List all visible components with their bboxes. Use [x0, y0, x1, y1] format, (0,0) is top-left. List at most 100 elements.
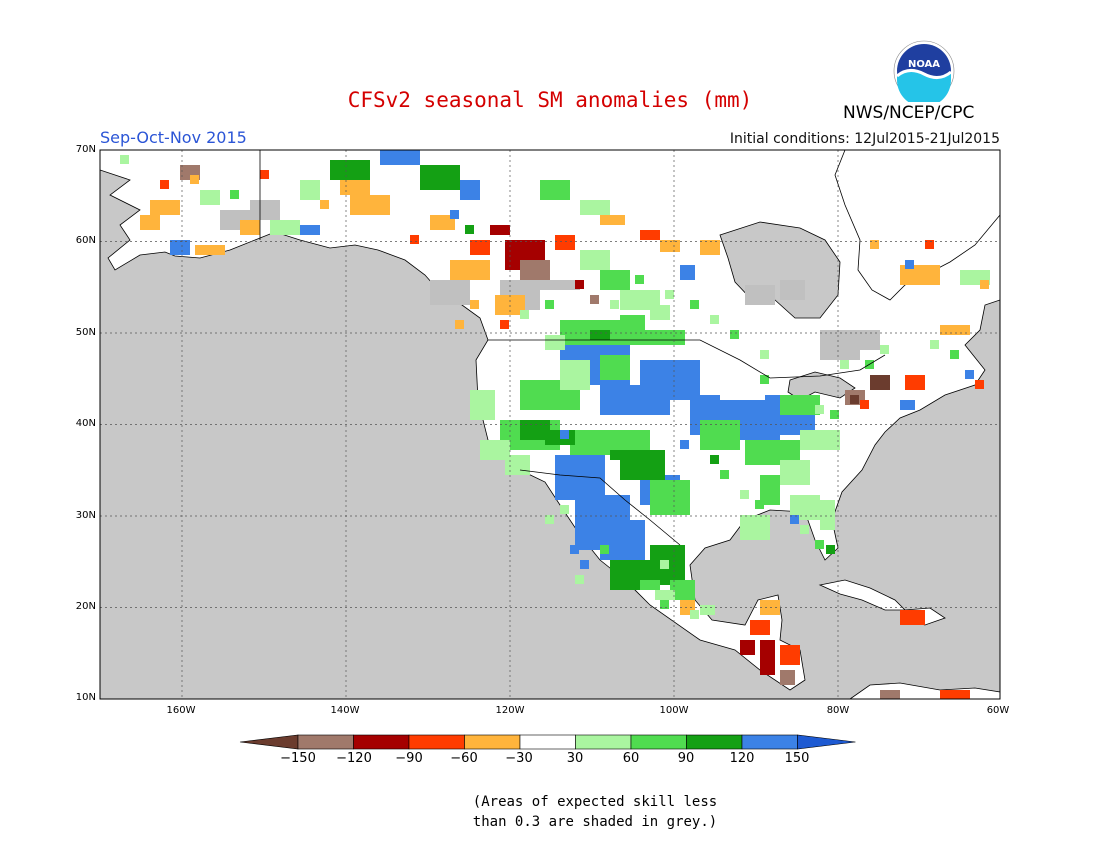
lat-label: 50N [75, 327, 96, 338]
lat-label: 60N [75, 235, 96, 246]
anomaly-cell [570, 545, 579, 554]
anomaly-cell [760, 350, 769, 359]
anomaly-cell [670, 580, 695, 600]
anomaly-cell [820, 500, 835, 530]
colorbar-swatch [353, 734, 410, 750]
anomaly-cell [710, 455, 719, 464]
anomaly-cell [900, 610, 925, 625]
colorbar-swatch [630, 734, 687, 750]
anomaly-cell [870, 240, 879, 249]
anomaly-cell [620, 450, 665, 480]
anomaly-cell [700, 420, 740, 450]
colorbar-swatch [575, 734, 632, 750]
anomaly-cell [420, 165, 460, 190]
anomaly-cell [820, 330, 860, 360]
lat-label: 20N [75, 601, 96, 612]
great-lakes [787, 371, 856, 401]
colorbar-label: 120 [729, 751, 755, 766]
skill-footnote-line: (Areas of expected skill less [472, 794, 718, 810]
colorbar [239, 734, 856, 750]
lat-label: 30N [75, 510, 96, 521]
colorbar-swatch [408, 734, 465, 750]
anomaly-cell [555, 235, 575, 250]
anomaly-cell [575, 280, 584, 289]
anomaly-cell [430, 280, 470, 305]
anomaly-cell [780, 395, 820, 415]
anomaly-cell [660, 240, 680, 252]
anomaly-cell [650, 480, 690, 515]
anomaly-cell [170, 240, 190, 255]
anomaly-cell [230, 190, 239, 199]
initial-conditions-label: Initial conditions: 12Jul2015-21Jul2015 [729, 131, 1000, 147]
anomaly-cell [870, 375, 890, 390]
map-title: CFSv2 seasonal SM anomalies (mm) [347, 88, 753, 112]
lon-label: 120W [495, 705, 525, 716]
lon-label: 140W [330, 705, 360, 716]
anomaly-cell [650, 305, 670, 320]
anomaly-cell [660, 600, 669, 609]
anomaly-cell [250, 200, 280, 220]
anomaly-cell [655, 590, 675, 600]
anomaly-cell [815, 540, 824, 549]
anomaly-cell [140, 215, 160, 230]
anomaly-cell [560, 430, 569, 439]
lat-label: 70N [75, 144, 96, 155]
anomaly-cell [905, 260, 914, 269]
anomaly-cell [560, 360, 590, 390]
anomaly-cell [720, 470, 729, 479]
anomaly-cell [880, 690, 900, 699]
colorbar-label: 30 [566, 751, 584, 766]
anomaly-cell [660, 560, 669, 569]
lon-label: 60W [986, 705, 1010, 716]
anomaly-cell [790, 515, 799, 524]
anomaly-cell [730, 330, 739, 339]
colorbar-arrow-left [239, 734, 299, 750]
anomaly-cell [760, 655, 775, 675]
anomaly-cell [270, 220, 300, 235]
lon-label: 160W [166, 705, 196, 716]
anomaly-cell [330, 160, 370, 180]
anomaly-cell [500, 320, 509, 329]
anomaly-cell [755, 500, 764, 509]
anomaly-cell [700, 605, 715, 615]
anomaly-cell [580, 250, 610, 270]
anomaly-cell [520, 260, 550, 280]
anomaly-cell [950, 350, 959, 359]
anomaly-cell [860, 400, 869, 409]
anomaly-cell [965, 370, 974, 379]
anomaly-cell [590, 295, 599, 304]
anomaly-cell [610, 300, 619, 309]
anomaly-cell [150, 200, 180, 215]
season-label: Sep-Oct-Nov 2015 [100, 128, 247, 147]
anomaly-cell [600, 270, 630, 290]
anomaly-cell [455, 320, 464, 329]
anomaly-cell [300, 180, 320, 200]
anomaly-cell [745, 285, 775, 305]
anomaly-cell [380, 150, 420, 165]
anomaly-cell [800, 525, 809, 534]
anomaly-cell [600, 215, 625, 225]
anomaly-cell [505, 455, 530, 475]
colorbar-swatch [297, 734, 354, 750]
anomaly-cell [195, 245, 225, 255]
anomaly-cell [740, 515, 770, 540]
colorbar-swatch [741, 734, 798, 750]
noaa-logo-text: NOAA [908, 59, 940, 70]
anomaly-cell [665, 290, 674, 299]
anomaly-cell [410, 235, 419, 244]
anomaly-cell [260, 170, 269, 179]
anomaly-cell [580, 200, 610, 215]
anomaly-cell [390, 215, 399, 224]
anomaly-cell [300, 225, 320, 235]
anomaly-cell [975, 380, 984, 389]
anomaly-cell [200, 190, 220, 205]
anomaly-cell [580, 560, 589, 569]
anomaly-cell [880, 345, 889, 354]
anomaly-cell [430, 215, 455, 230]
us-canada-border [488, 339, 886, 379]
anomaly-cell [480, 440, 510, 460]
anomaly-cell [520, 420, 550, 440]
anomaly-cell [640, 360, 700, 400]
anomaly-cell [930, 340, 939, 349]
